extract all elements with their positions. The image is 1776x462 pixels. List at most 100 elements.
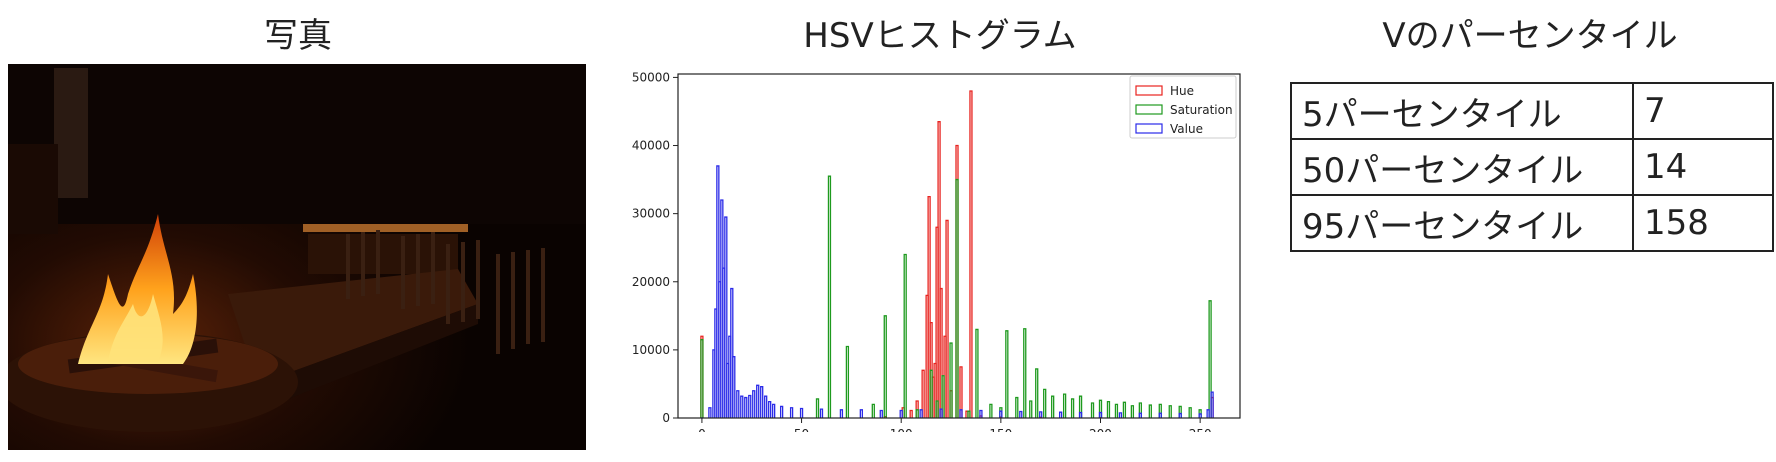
histogram-bar [764,395,768,418]
histogram-bar [1210,391,1214,418]
histogram-bar [945,219,949,418]
histogram-bar [819,408,824,418]
y-tick-label: 50000 [632,70,670,84]
histogram-bar [1078,395,1083,418]
histogram-bar [1019,410,1023,418]
y-tick-label: 20000 [632,275,670,289]
table-row: 50パーセンタイル 14 [1290,138,1774,196]
histogram-bar [1188,407,1192,418]
histogram-bar [839,409,844,418]
histogram-bar [929,369,933,418]
histogram-bar [941,375,945,418]
histogram-bar [883,315,887,418]
series-saturation [700,175,1212,418]
x-tick-label: 250 [1189,427,1212,432]
photo-title: 写真 [264,16,332,56]
x-tick-label: 150 [989,427,1012,432]
histogram-bar [772,403,776,418]
histogram-bar [1158,403,1162,418]
histogram-bar [999,410,1003,418]
histogram-bar [1122,401,1127,418]
histogram-bar [915,409,919,418]
histogram-bar [1005,330,1009,418]
histogram-bar [1029,400,1033,418]
table-row: 95パーセンタイル 158 [1290,194,1774,252]
histogram-bar [1035,368,1039,418]
histogram-bar [740,395,744,418]
histogram-bar [1078,411,1083,418]
histogram-bar [899,409,903,418]
histogram-bar [1098,399,1103,418]
hsv-histogram-chart: 0 50 100 150 200 250 0 10000 20000 30000 40000 5000… [632,70,1241,432]
histogram-bar [760,386,764,418]
legend-label: Saturation [1170,103,1233,117]
histogram-bar [1158,412,1162,418]
histogram-bar [1015,396,1019,418]
histogram-bar [1198,413,1202,418]
histogram-bar [1051,395,1055,418]
histogram-bar [975,328,979,418]
histogram-bar [845,345,850,418]
histogram-bar [919,409,923,418]
x-tick-label: 100 [890,427,913,432]
y-tick-label: 30000 [632,207,670,221]
series-value [700,165,1214,419]
histogram-bar [1058,411,1063,418]
percentile-value: 7 [1632,82,1774,140]
histogram-bar [1206,409,1210,418]
histogram-bar [1208,300,1212,418]
histogram-bar [1148,404,1152,418]
histogram-bar [815,398,820,418]
histogram-bar [927,195,931,418]
histogram-bar [700,339,704,418]
histogram-bar [1178,412,1182,418]
histogram-bar [921,369,925,418]
histogram-bar [879,409,883,418]
histogram-bar [909,409,913,418]
legend-swatch [1135,85,1163,96]
histogram-bar [1106,401,1111,418]
x-tick-label: 200 [1089,427,1112,432]
histogram-bar [708,407,712,418]
table-row: 5パーセンタイル 7 [1290,82,1774,140]
histogram-bar [724,216,728,418]
histogram-bar [756,384,760,418]
histogram-bar [1043,388,1047,418]
legend-label: Value [1170,122,1203,136]
histogram-bar [1023,328,1027,418]
histogram-bar [949,342,953,418]
histogram-bar [959,366,963,418]
histogram-bar [736,390,740,418]
y-tick-label: 0 [662,411,670,425]
y-tick-label: 40000 [632,139,670,153]
histogram-bar [827,175,832,418]
histogram-bar [1138,412,1143,418]
percentile-label: 5パーセンタイル [1290,82,1634,140]
histogram-bar [1138,402,1143,418]
histogram-bar [1168,405,1172,418]
histogram-bar [1039,411,1043,418]
histogram-bar [1178,405,1182,418]
histogram-bar [959,409,963,418]
histogram-bar [799,407,804,418]
histogram-bar [1114,403,1119,418]
histogram-bar [937,121,941,418]
percentile-title: Vのパーセンタイル [1382,16,1678,56]
histogram-bar [989,403,993,418]
x-tick-label: 0 [698,427,706,432]
histogram-bar [1062,393,1067,418]
legend-box [1129,75,1237,139]
percentile-label: 95パーセンタイル [1290,194,1634,252]
histogram-bar [1118,412,1123,418]
histogram-bar [871,403,875,418]
histogram-bar [730,287,734,418]
histogram-bar [732,356,736,418]
legend-swatch [1135,123,1163,134]
fireplace-photo [8,64,586,450]
histogram-bar [935,400,939,418]
histogram-bar [744,396,748,418]
legend-swatch [1135,104,1163,115]
percentile-value: 158 [1632,194,1774,252]
histogram-bar [859,409,863,418]
histogram-bar [768,401,772,418]
